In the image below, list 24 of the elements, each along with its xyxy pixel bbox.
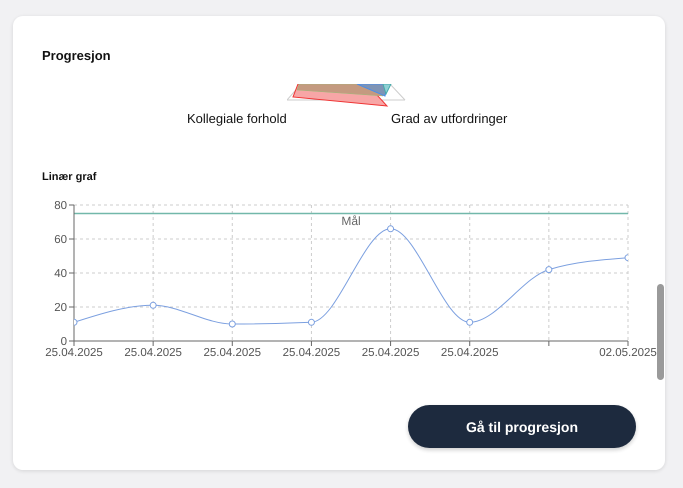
point (545, 266, 552, 274)
x-tick-label: 25.04.2025 (440, 347, 498, 360)
text: Progresjon (42, 48, 111, 63)
y-tick-label: 0 (60, 336, 67, 348)
text: Gå til progresjon (408, 405, 636, 448)
point (228, 320, 236, 328)
y-tick-label: 40 (54, 268, 67, 280)
text: Grad av utfordringer (391, 111, 508, 126)
point (466, 318, 474, 326)
x-tick-label: 25.04.2025 (124, 347, 182, 360)
x-tick-label: 25.04.2025 (362, 347, 420, 360)
point (387, 225, 394, 232)
point (150, 302, 157, 309)
y-tick-label: 60 (54, 234, 67, 246)
chart-title: Linær graf (42, 171, 96, 183)
ref-line-label: Mål (341, 214, 361, 228)
text: Kollegiale forhold (187, 111, 287, 126)
x-tick-label: 25.04.2025 (204, 347, 262, 360)
y-tick-label: 20 (54, 302, 67, 314)
x-tick-label: 25.04.2025 (282, 347, 340, 360)
point (308, 318, 315, 326)
x-tick-label: 02.05.2025 (599, 347, 657, 360)
y-tick-label: 80 (54, 200, 67, 212)
x-tick-label: 25.04.2025 (45, 347, 103, 360)
